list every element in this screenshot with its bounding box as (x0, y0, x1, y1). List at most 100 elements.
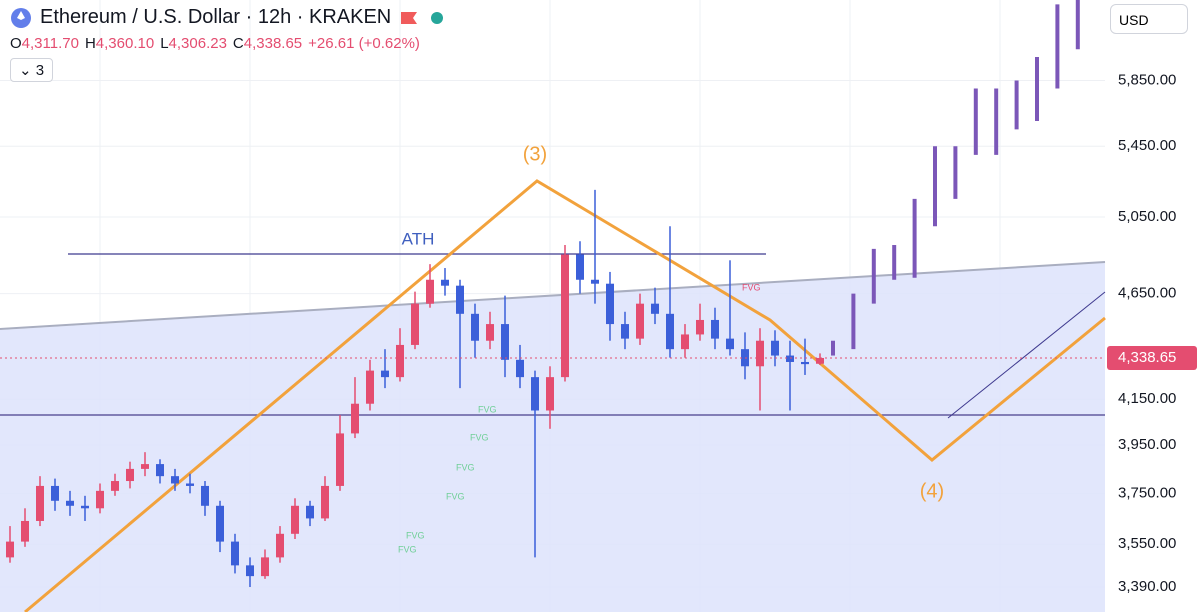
candle-body (231, 541, 239, 566)
y-tick-label: 3,750.00 (1118, 484, 1176, 501)
candle-body (771, 340, 779, 356)
candle-body (351, 403, 359, 434)
candle-body (261, 557, 269, 577)
candle-body (306, 505, 314, 519)
header: Ethereum / U.S. Dollar · 12h · KRAKEN O4… (10, 6, 447, 82)
flag-icon[interactable] (399, 10, 419, 26)
candle-body (51, 485, 59, 501)
wave-path (24, 179, 1106, 612)
shaded-zone (0, 262, 1105, 612)
ohlc-key: H (84, 35, 96, 52)
candle-body (576, 254, 584, 280)
candle-body (486, 324, 494, 341)
indicator-count: 3 (35, 62, 45, 79)
candle-body (36, 485, 44, 521)
channel-line (947, 291, 1106, 419)
candle-body (396, 344, 404, 378)
candle-body (81, 505, 89, 509)
candle-body (441, 279, 449, 286)
candle-body (216, 505, 224, 542)
symbol-title: Ethereum / U.S. Dollar · 12h · KRAKEN (40, 6, 392, 28)
ohlc-value: 4,306.23 (168, 35, 227, 52)
candle-body (201, 485, 209, 506)
fvg-label: FVG (470, 432, 489, 442)
candle-body (636, 303, 644, 339)
candle-body (651, 303, 659, 314)
wave-label: (3) (523, 143, 547, 165)
wave-label: (4) (920, 480, 944, 502)
candle-body (321, 485, 329, 519)
price-axis (1105, 0, 1200, 612)
ohlc-row: O4,311.70 H4,360.10 L4,306.23 C4,338.65 +26.… (10, 35, 447, 52)
currency: USD (1119, 12, 1149, 28)
candle-body (186, 483, 194, 486)
fvg-label: FVG (446, 491, 465, 501)
y-tick-label: 5,450.00 (1118, 137, 1176, 154)
fvg-label: FVG (406, 530, 425, 540)
fvg-label: FVG (478, 404, 497, 414)
y-tick-label: 4,150.00 (1118, 390, 1176, 407)
candle-body (6, 541, 14, 558)
candle-body (366, 370, 374, 404)
fvg-label: FVG (398, 544, 417, 554)
ohlc-value: 4,360.10 (95, 35, 155, 52)
candle-body (546, 377, 554, 411)
candle-body (171, 476, 179, 484)
currency-select[interactable]: USD (1110, 4, 1188, 34)
fvg-label: FVG (742, 282, 761, 292)
candle-body (96, 490, 104, 509)
candle-body (711, 319, 719, 339)
candle-body (411, 303, 419, 345)
last-price-label: 4,338.65 (1118, 349, 1176, 366)
y-tick-label: 3,550.00 (1118, 535, 1176, 552)
candle-body (336, 433, 344, 486)
y-tick-label: 3,390.00 (1118, 578, 1176, 595)
ohlc-key: L (160, 35, 169, 52)
candle-body (516, 359, 524, 378)
candle-body (276, 533, 284, 558)
candle-body (816, 357, 824, 364)
eth-icon (11, 7, 31, 28)
candle-body (591, 279, 599, 284)
candle-body (531, 377, 539, 411)
y-tick-label: 5,050.00 (1118, 208, 1176, 225)
change: +26.61 (+0.62%) (308, 35, 420, 52)
last-price-box (1107, 345, 1197, 370)
candle-body (666, 313, 674, 350)
candle-body (381, 370, 389, 378)
candle-body (621, 324, 629, 339)
candle-body (501, 324, 509, 360)
candle-body (801, 361, 809, 365)
candle-body (786, 355, 794, 362)
symbol-row: Ethereum / U.S. Dollar · 12h · KRAKEN (10, 6, 447, 29)
candle-body (756, 340, 764, 367)
candle-body (111, 481, 119, 491)
fvg-label: FVG (456, 462, 475, 472)
candle-body (291, 505, 299, 534)
trendline (0, 261, 1106, 330)
y-tick-label: 5,850.00 (1118, 71, 1176, 88)
candle-body (21, 520, 29, 542)
candle-body (561, 254, 569, 378)
indicators-toggle[interactable]: ⌄ 3 (10, 58, 54, 82)
candle-body (126, 468, 134, 482)
ath-label: ATH (402, 229, 435, 248)
candle-body (426, 279, 434, 304)
ohlc-value: 4,338.65 (243, 35, 303, 52)
candle-body (66, 500, 74, 506)
candle-body (141, 464, 149, 469)
candle-body (696, 319, 704, 335)
y-tick-label: 3,950.00 (1118, 436, 1176, 453)
candle-body (726, 338, 734, 350)
candle-body (156, 464, 164, 477)
candle-body (606, 283, 614, 325)
candle-body (471, 313, 479, 341)
candle-body (456, 285, 464, 314)
y-tick-label: 4,650.00 (1118, 285, 1176, 302)
status-dot (431, 11, 444, 24)
ohlc-value: 4,311.70 (21, 35, 79, 52)
ohlc-key: C (232, 35, 244, 52)
candle-body (246, 565, 254, 577)
